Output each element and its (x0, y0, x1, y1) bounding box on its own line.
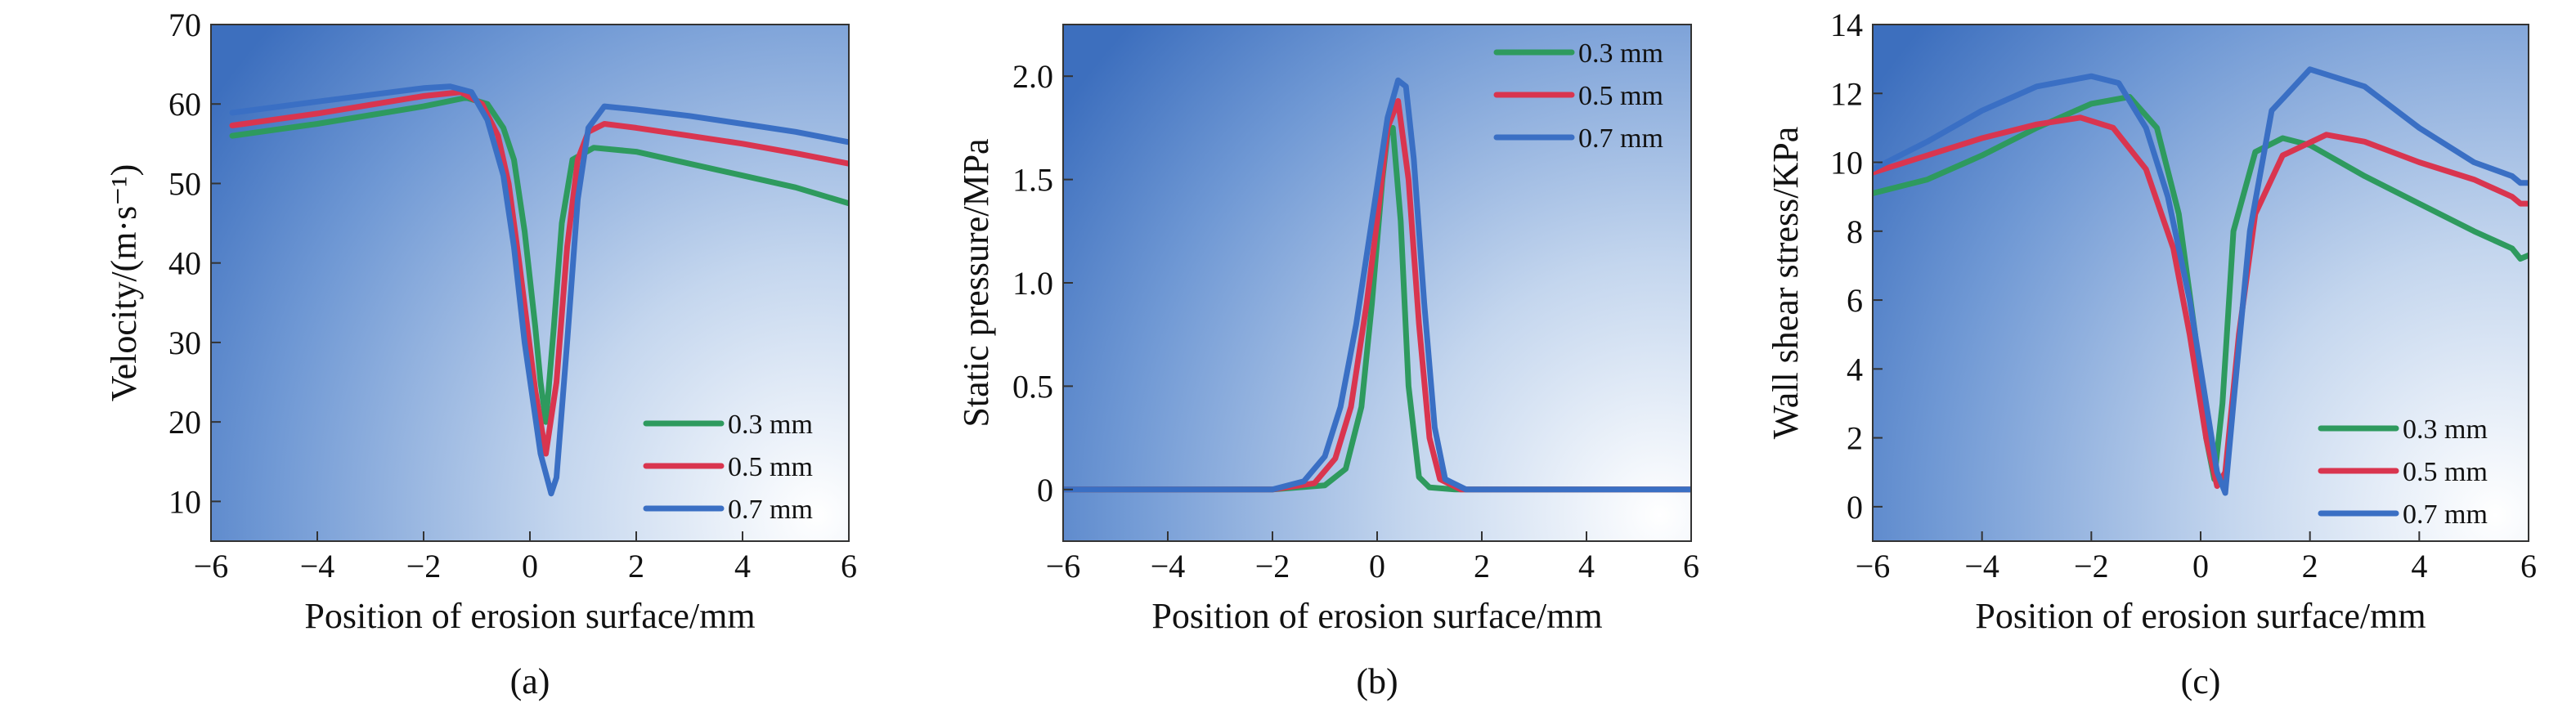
legend-entry: 0.7 mm (728, 495, 813, 525)
y-tick-label: 0.5 (1012, 368, 1053, 405)
y-tick-label: 1.5 (1012, 162, 1053, 199)
y-axis-title: Velocity/(m·s⁻¹) (104, 164, 144, 402)
x-tick-label: −2 (2074, 548, 2109, 584)
y-tick-label: 50 (168, 165, 201, 202)
y-tick-label: 0 (1037, 472, 1053, 508)
y-tick-label: 10 (168, 483, 201, 520)
legend-entry: 0.3 mm (728, 410, 813, 440)
y-tick-label: 12 (1830, 75, 1863, 112)
y-axis-title: Static pressure/MPa (956, 138, 996, 427)
panel-label: (c) (2181, 661, 2221, 701)
y-tick-label: 60 (168, 86, 201, 123)
legend-entry: 0.5 mm (728, 452, 813, 482)
x-tick-label: 6 (1683, 548, 1699, 584)
y-tick-label: 14 (1830, 7, 1863, 43)
y-axis-title: Wall shear stress/KPa (1766, 127, 1806, 440)
series-line-2 (229, 89, 849, 457)
x-tick-label: 6 (2520, 548, 2537, 584)
x-tick-label: 0 (2192, 548, 2209, 584)
x-tick-label: −4 (1151, 548, 1186, 584)
x-tick-label: −6 (1856, 548, 1891, 584)
legend-entry: 0.7 mm (1578, 123, 1663, 154)
legend: 0.3 mm 0.5 mm 0.7 mm (1493, 38, 1663, 154)
x-axis-title: Position of erosion surface/mm (304, 596, 755, 636)
chart-panel-1: −6 −4 −2 0 2 4 6 10 20 30 40 50 60 70 Position of eros… (104, 7, 857, 701)
legend: 0.3 mm 0.5 mm 0.7 mm (2318, 414, 2488, 530)
x-tick-label: 0 (522, 548, 538, 584)
x-tick-label: −6 (194, 548, 229, 584)
series-line-1 (1873, 94, 2529, 482)
x-axis-title: Position of erosion surface/mm (1151, 596, 1602, 636)
y-tick-label: 4 (1847, 351, 1863, 387)
y-tick-label: 30 (168, 325, 201, 361)
chart-panel-3: −6 −4 −2 0 2 4 6 0 2 4 6 8 10 12 14 Position of erosion… (1766, 7, 2537, 701)
x-tick-label: −4 (300, 548, 335, 584)
chart-panel-2: −6 −4 −2 0 2 4 6 0 0.5 1.0 1.5 2.0 Position of erosi… (956, 24, 1699, 701)
legend-entry: 0.3 mm (1578, 38, 1663, 69)
panel-label: (a) (510, 661, 550, 701)
legend-entry: 0.3 mm (2403, 414, 2488, 445)
y-tick-label: 20 (168, 404, 201, 441)
plot-background (1063, 25, 1691, 541)
x-tick-label: 0 (1369, 548, 1385, 584)
y-tick-label: 6 (1847, 282, 1863, 319)
x-tick-label: 2 (1474, 548, 1490, 584)
y-tick-label: 2 (1847, 420, 1863, 457)
legend-entry: 0.5 mm (2403, 457, 2488, 487)
x-axis-title: Position of erosion surface/mm (1975, 596, 2426, 636)
legend-entry: 0.7 mm (2403, 499, 2488, 530)
x-tick-label: 2 (2302, 548, 2318, 584)
y-tick-label: 8 (1847, 213, 1863, 250)
x-tick-label: −2 (1255, 548, 1290, 584)
panel-label: (b) (1356, 661, 1398, 701)
y-tick-label: 1.0 (1012, 265, 1053, 302)
legend: 0.3 mm 0.5 mm 0.7 mm (643, 410, 813, 525)
x-tick-label: 4 (2411, 548, 2427, 584)
series-line-3 (229, 83, 849, 497)
y-tick-label: 2.0 (1012, 58, 1053, 95)
x-tick-label: −6 (1046, 548, 1081, 584)
series-line-3 (1063, 77, 1691, 493)
x-tick-label: 4 (1578, 548, 1595, 584)
y-tick-label: 40 (168, 245, 201, 282)
legend-entry: 0.5 mm (1578, 81, 1663, 111)
x-tick-label: −4 (1964, 548, 1999, 584)
y-tick-label: 0 (1847, 489, 1863, 526)
series-line-3 (1873, 66, 2529, 496)
x-tick-label: 4 (734, 548, 751, 584)
x-tick-label: 6 (841, 548, 857, 584)
x-tick-label: −2 (406, 548, 442, 584)
y-tick-label: 70 (168, 7, 201, 43)
x-tick-label: 2 (628, 548, 644, 584)
y-tick-label: 10 (1830, 145, 1863, 181)
